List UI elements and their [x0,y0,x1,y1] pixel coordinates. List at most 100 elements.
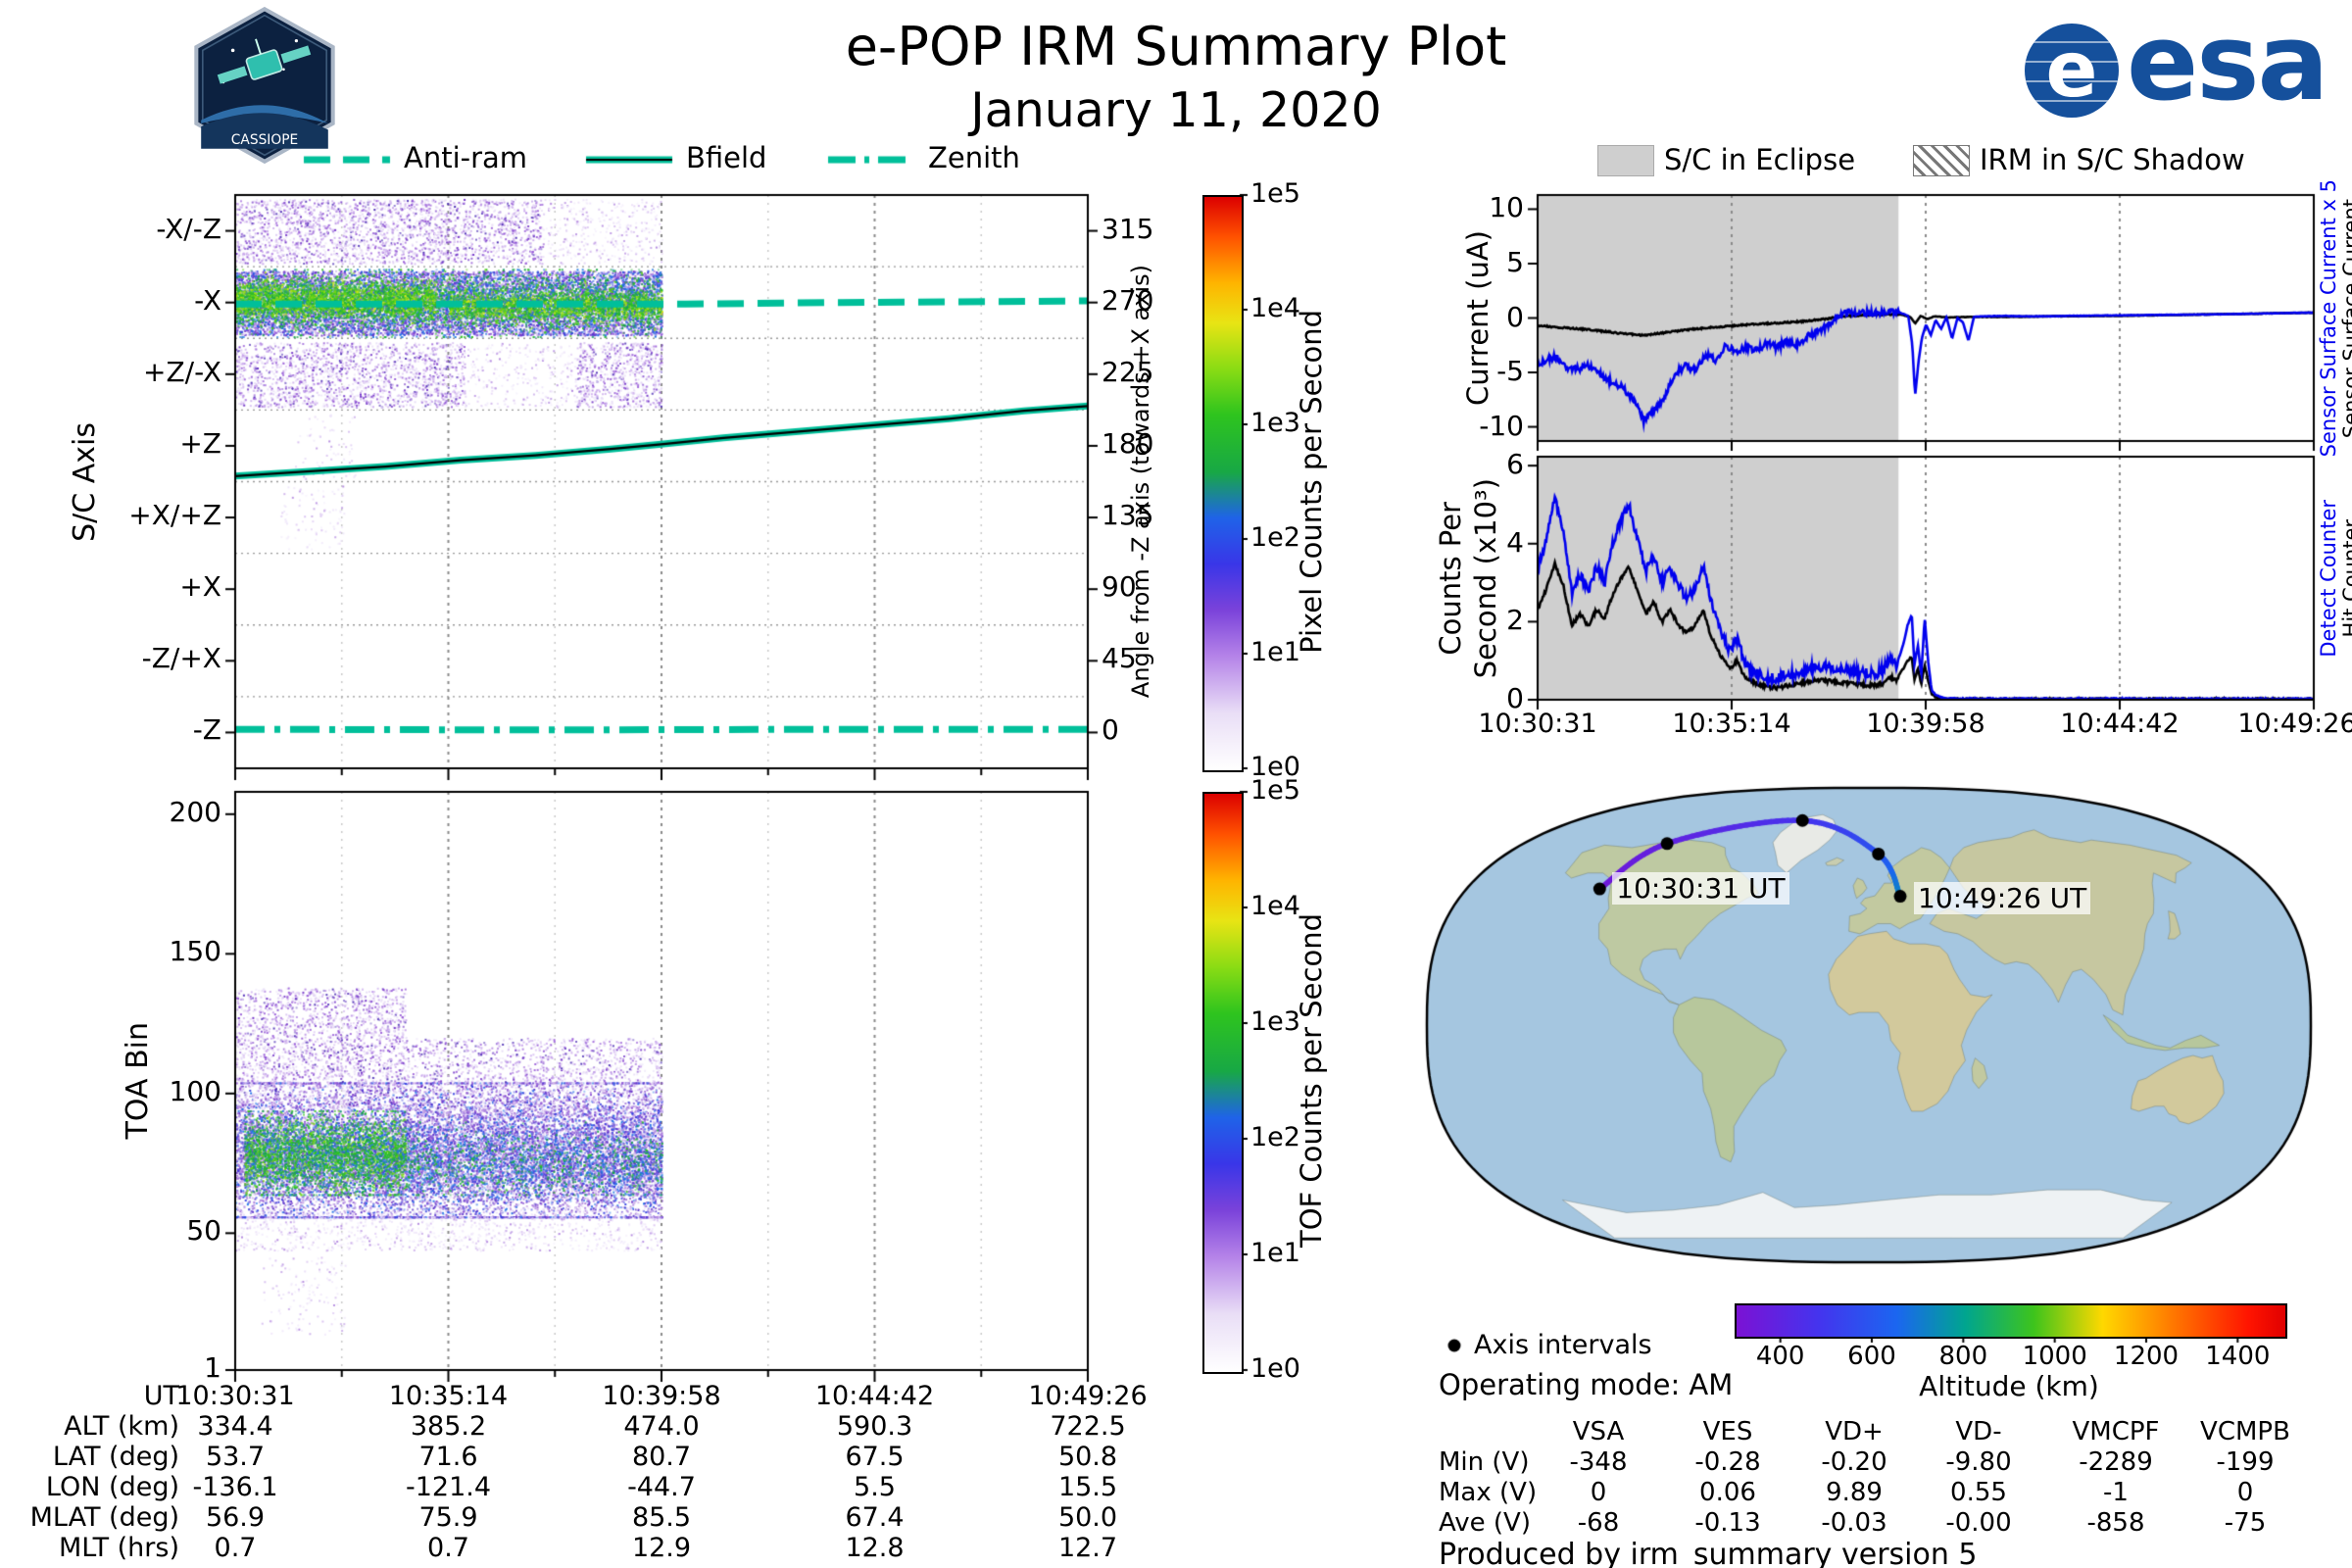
time-tick-label: 10:30:31 [1478,709,1597,739]
sensor-current-label: Sensor Surface Current [2339,198,2352,439]
page-date: January 11, 2020 [970,82,1382,138]
ephemeris-cell: 0.7 [427,1533,469,1563]
axis-intervals-label: Axis intervals [1474,1330,1652,1360]
pixel-colorbar-label-wrap: Pixel Counts per Second [1292,195,1331,768]
tof-counts-colorbar [1202,792,1244,1374]
ephemeris-cell: 12.9 [631,1533,692,1563]
ephemeris-cell: 67.4 [845,1502,905,1533]
pixel-colorbar-tick: 1e3 [1250,408,1300,438]
voltage-row-label: Ave (V) [1439,1508,1531,1538]
sc-axis-category-label: +X [179,570,221,604]
operating-mode-label: Operating mode: AM [1439,1368,1734,1401]
esa-logo: e esa [2025,5,2348,127]
time-tick-label: 10:44:42 [2060,709,2180,739]
voltage-column-header: VD- [1955,1417,2002,1446]
toa-tick-label: 50 [186,1214,221,1248]
voltage-cell: 9.89 [1826,1478,1883,1507]
cassiope-mission-patch: CASSIOPE [182,6,347,165]
sc-axis-category-label: -Z [192,713,221,747]
angle-tick-label: 0 [1102,713,1119,747]
ephemeris-cell: 85.5 [631,1502,692,1533]
angle-tick-label: 315 [1102,212,1154,245]
ephemeris-cell: 10:35:14 [388,1381,509,1411]
toa-tick-label: 150 [169,935,221,968]
time-tick-label: 10:35:14 [1672,709,1791,739]
current-tick-label: 0 [1506,300,1524,333]
legend-bfield-label: Bfield [686,141,767,174]
voltage-column-header: VMCPF [2072,1417,2160,1446]
ephemeris-cell: -44.7 [627,1472,696,1502]
voltage-cell: -0.20 [1821,1447,1887,1477]
counts-ylabel-line1-wrap: Counts Per [1433,457,1468,700]
voltage-row-label: Max (V) [1439,1478,1538,1507]
angle-tick-label: 45 [1102,642,1137,675]
voltage-row-label: Min (V) [1439,1447,1530,1477]
ephemeris-cell: 12.8 [845,1533,905,1563]
angle-tick-label: 90 [1102,570,1137,604]
ephemeris-cell: 10:44:42 [814,1381,935,1411]
pixel-colorbar-tick: 1e0 [1250,752,1300,782]
tof-colorbar-tick: 1e5 [1250,775,1300,806]
sc-axis-ylabel-wrap: S/C Axis [63,195,106,768]
ephemeris-row-label: LON (deg) [45,1472,179,1502]
sc-axis-category-label: +Z [179,426,221,460]
voltage-cell: -0.28 [1694,1447,1761,1477]
voltage-cell: -0.00 [1945,1508,2012,1538]
time-tick-label: 10:39:58 [1866,709,1985,739]
ephemeris-row-label: MLAT (deg) [29,1502,179,1533]
angle-tick-label: 270 [1102,283,1154,317]
voltage-cell: -348 [1569,1447,1628,1477]
cassiope-patch-icon: CASSIOPE [194,6,335,165]
tof-colorbar-label-wrap: TOF Counts per Second [1292,792,1331,1370]
sensor-current-x5-label: Sensor Surface Current x 5 [2317,179,2340,458]
eclipse-legend-label: S/C in Eclipse [1664,143,1856,176]
footer-version-label: Produced by irm_summary version 5 [1439,1538,1978,1568]
voltage-column-header: VES [1702,1417,1753,1446]
sc-axis-category-label: +Z/-X [143,355,221,388]
pixel-counts-colorbar [1202,195,1244,772]
altitude-tick-label: 1200 [2113,1342,2180,1371]
sc-axis-category-label: -X/-Z [156,212,221,245]
ephemeris-cell: 12.7 [1057,1533,1118,1563]
ephemeris-cell: 67.5 [845,1442,905,1472]
angle-tick-label: 135 [1102,499,1154,532]
counts-tick-label: 6 [1506,448,1524,481]
esa-wordmark: esa [2127,2,2328,124]
ephemeris-cell: 722.5 [1050,1411,1126,1442]
ephemeris-cell: 53.7 [205,1442,266,1472]
eclipse-gray-swatch [1597,145,1654,176]
voltage-cell: -199 [2216,1447,2275,1477]
tof-colorbar-label: TOF Counts per Second [1295,913,1328,1249]
pixel-colorbar-tick: 1e2 [1250,522,1300,553]
angle-tick-label: 180 [1102,426,1154,460]
detect-counter-label: Detect Counter [2317,499,2340,658]
ephemeris-cell: 10:49:26 [1028,1381,1148,1411]
toa-tick-label: 1 [204,1351,221,1384]
ephemeris-cell: 10:39:58 [602,1381,721,1411]
counts-tick-label: 4 [1506,525,1524,559]
pixel-colorbar-tick: 1e4 [1250,293,1300,323]
voltage-cell: 0 [2236,1478,2254,1507]
sensor-current-label-wrap: Sensor Surface Current [2339,176,2352,461]
ephemeris-cell: 15.5 [1057,1472,1118,1502]
ephemeris-cell: 10:30:31 [175,1381,295,1411]
pixel-colorbar-tick: 1e1 [1250,637,1300,667]
voltage-cell: -858 [2086,1508,2145,1538]
angle-axis-label: Angle from -Z axis (towards +X axis) [1127,265,1154,699]
ephemeris-cell: 50.0 [1057,1502,1118,1533]
sc-axis-category-label: -X [194,283,221,317]
ephemeris-cell: 75.9 [418,1502,478,1533]
shadow-legend-label: IRM in S/C Shadow [1980,143,2245,176]
track-start-time-label: 10:30:31 UT [1612,872,1789,906]
ephemeris-cell: 71.6 [418,1442,478,1472]
counts-ylabel-line2: Second (x10³) [1469,477,1502,679]
pixel-colorbar-tick: 1e5 [1250,178,1300,209]
sc-axis-category-label: -Z/+X [141,642,221,675]
altitude-tick-label: 400 [1755,1342,1805,1371]
sc-axis-category-label: +X/+Z [128,499,221,532]
voltage-cell: 0.06 [1699,1478,1756,1507]
angle-axis-label-wrap: Angle from -Z axis (towards +X axis) [1123,195,1158,768]
ephemeris-row-label: LAT (deg) [52,1442,179,1472]
voltage-cell: -0.13 [1694,1508,1761,1538]
